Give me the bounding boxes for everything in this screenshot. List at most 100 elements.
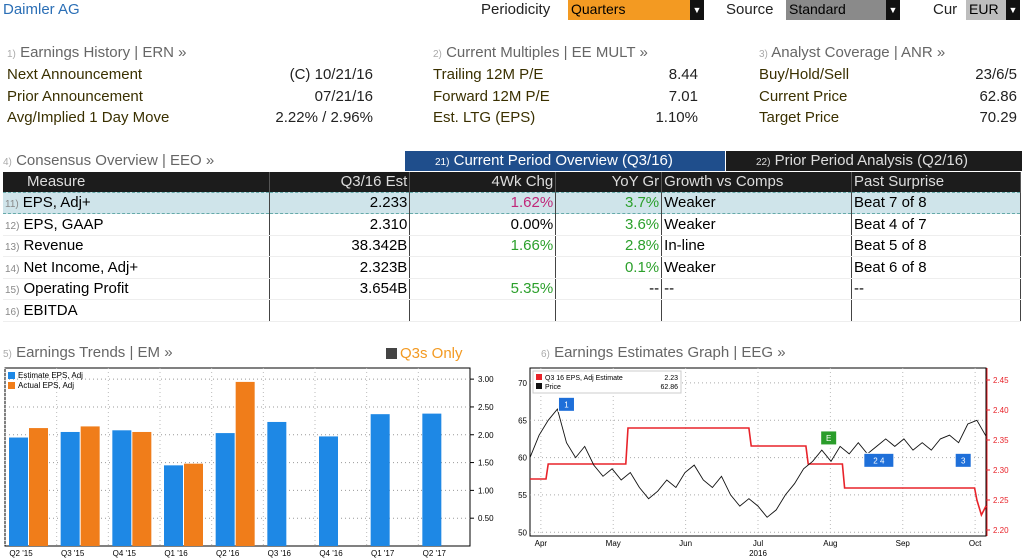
x-tick-label: Jun [679, 539, 692, 548]
analyst-coverage-link[interactable]: 3) Analyst Coverage | ANR » [759, 44, 945, 61]
bar [319, 436, 338, 546]
section-number: 6) [541, 349, 550, 360]
cell-surprise: -- [851, 278, 1021, 300]
kv-value: (C) 10/21/16 [289, 66, 373, 83]
x-tick-label: Q2 '15 [9, 549, 33, 558]
cell-est: 38.342B [269, 235, 411, 257]
cell-growth: Weaker [661, 213, 853, 236]
y-tick-label: 2.50 [478, 403, 494, 412]
chevron-down-icon[interactable]: ▼ [1006, 0, 1020, 20]
x-tick-label: May [606, 539, 621, 548]
section-number: 4) [3, 157, 12, 168]
col-est[interactable]: Q3/16 Est [269, 172, 411, 192]
q3s-only-toggle[interactable]: Q3s Only [386, 345, 463, 362]
earnings-estimates-graph-link[interactable]: 6) Earnings Estimates Graph | EEG » [541, 344, 786, 361]
y-right-tick-label: 2.40 [993, 406, 1009, 415]
measure-label[interactable]: Net Income, Adj+ [23, 258, 139, 276]
row-number: 15) [5, 285, 20, 297]
row-number: 16) [5, 306, 20, 318]
col-measure[interactable]: Measure [3, 172, 271, 192]
x-tick-label: Q2 '16 [216, 549, 240, 558]
row-number: 11) [5, 199, 19, 211]
table-row[interactable]: 14) Net Income, Adj+ 2.323B 0.1% Weaker Beat … [3, 256, 1021, 279]
bar [132, 431, 152, 546]
top-bar: Daimler AG Periodicity Quarters ▼ Source… [0, 0, 1024, 22]
kv-row: Target Price 70.29 [759, 109, 1017, 129]
tab-number: 22) [756, 157, 771, 168]
measure-label[interactable]: EPS, Adj+ [22, 194, 91, 212]
kv-value: 62.86 [979, 87, 1017, 105]
row-number: 13) [5, 242, 20, 254]
cell-est: 2.310 [269, 213, 411, 236]
kv-row: Avg/Implied 1 Day Move 2.22% / 2.96% [7, 109, 373, 129]
kv-value: 7.01 [668, 87, 698, 105]
bar [60, 431, 80, 546]
earnings-history-link[interactable]: 1) Earnings History | ERN » [7, 44, 187, 61]
checkbox-icon[interactable] [386, 348, 397, 359]
cell-measure: 12) EPS, GAAP [3, 213, 271, 236]
measure-label[interactable]: EBITDA [23, 301, 78, 319]
cell-growth: In-line [661, 235, 853, 257]
x-tick-label: Q4 '16 [319, 549, 343, 558]
periodicity-dropdown[interactable]: Quarters ▼ [568, 0, 704, 20]
bar [267, 421, 287, 546]
x-tick-label: Q3 '15 [61, 549, 85, 558]
source-dropdown[interactable]: Standard ▼ [786, 0, 900, 20]
bar [80, 426, 100, 546]
series-line [529, 408, 987, 518]
earnings-trends-link[interactable]: 5) Earnings Trends | EM » [3, 344, 173, 361]
bar [184, 463, 203, 546]
kv-label: Current Price [759, 87, 848, 105]
legend-value: 62.86 [660, 384, 678, 391]
y-left-tick-label: 50 [518, 528, 527, 537]
y-tick-label: 1.50 [478, 459, 494, 468]
legend-swatch [8, 382, 15, 389]
consensus-overview-link[interactable]: 4) Consensus Overview | EEO » [3, 152, 214, 169]
tab-current-period[interactable]: 21) Current Period Overview (Q3/16) [405, 151, 725, 171]
event-marker-label: 1 [564, 400, 569, 409]
chevron-down-icon[interactable]: ▼ [886, 0, 900, 20]
currency-value: EUR [969, 1, 999, 17]
cell-measure: 16) EBITDA [3, 299, 271, 322]
cell-yoy-gr [555, 299, 663, 322]
col-past-surprise[interactable]: Past Surprise [851, 172, 1021, 192]
cell-est: 2.323B [269, 256, 411, 279]
y-left-tick-label: 55 [518, 491, 527, 500]
x-tick-label: Apr [535, 539, 548, 548]
table-row[interactable]: 11) EPS, Adj+ 2.233 1.62% 3.7% Weaker Beat 7 o… [3, 191, 1021, 214]
table-row[interactable]: 12) EPS, GAAP 2.310 0.00% 3.6% Weaker Beat 4 o… [3, 213, 1021, 236]
tab-prior-period[interactable]: 22) Prior Period Analysis (Q2/16) [726, 151, 1022, 171]
chevron-down-icon[interactable]: ▼ [690, 0, 704, 20]
y-right-tick-label: 2.20 [993, 526, 1009, 535]
col-yoy-gr[interactable]: YoY Gr [555, 172, 663, 192]
current-multiples-link[interactable]: 2) Current Multiples | EE MULT » [433, 44, 648, 61]
table-row[interactable]: 16) EBITDA [3, 299, 1021, 322]
section-number: 5) [3, 349, 12, 360]
y-right-tick-label: 2.35 [993, 436, 1009, 445]
table-row[interactable]: 15) Operating Profit 3.654B 5.35% -- -- -- [3, 278, 1021, 300]
legend-swatch [8, 372, 15, 379]
cell-measure: 13) Revenue [3, 235, 271, 257]
y-left-tick-label: 60 [518, 454, 527, 463]
analyst-coverage-title: Analyst Coverage | ANR » [771, 44, 946, 61]
kv-label: Avg/Implied 1 Day Move [7, 109, 170, 126]
source-label: Source [726, 1, 774, 18]
kv-label: Forward 12M P/E [433, 87, 550, 105]
kv-row: Trailing 12M P/E 8.44 [433, 66, 698, 86]
table-row[interactable]: 13) Revenue 38.342B 1.66% 2.8% In-line Beat 5 … [3, 235, 1021, 257]
x-year-label: 2016 [749, 549, 767, 558]
measure-label[interactable]: EPS, GAAP [23, 215, 104, 233]
y-left-tick-label: 70 [518, 379, 527, 388]
tab-number: 21) [435, 157, 450, 168]
currency-dropdown[interactable]: EUR ▼ [966, 0, 1020, 20]
y-left-tick-label: 65 [518, 416, 527, 425]
measure-label[interactable]: Operating Profit [23, 280, 129, 298]
col-growth-vs-comps[interactable]: Growth vs Comps [661, 172, 853, 192]
tab-prior-label: Prior Period Analysis (Q2/16) [774, 152, 969, 169]
periodicity-value: Quarters [571, 1, 626, 17]
company-name: Daimler AG [3, 1, 80, 18]
table-header-row: Measure Q3/16 Est 4Wk Chg YoY Gr Growth … [3, 172, 1021, 192]
measure-label[interactable]: Revenue [23, 237, 84, 255]
cell-4wk-chg: 0.00% [409, 213, 557, 236]
col-4wk-chg[interactable]: 4Wk Chg [409, 172, 557, 192]
